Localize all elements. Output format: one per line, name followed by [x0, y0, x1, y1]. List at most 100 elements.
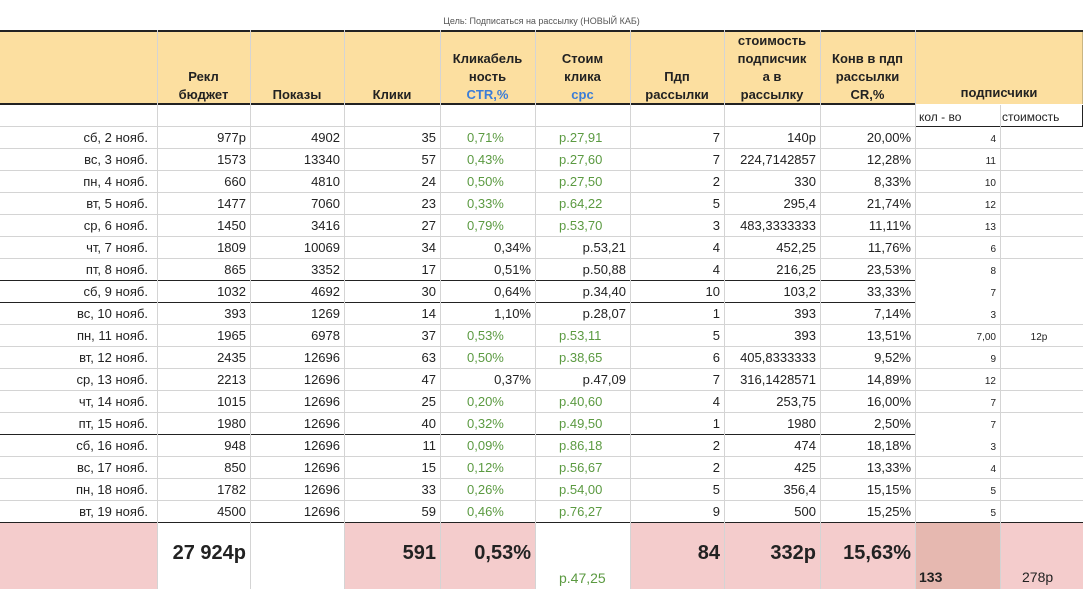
col-header-cost-per-subscriber[interactable]: стоимость подписчик а в рассылку [737, 33, 807, 102]
cell-conversion[interactable]: 2,50% [874, 416, 911, 431]
col-header-clicks[interactable]: Клики [372, 87, 412, 102]
cell-clicks[interactable]: 27 [421, 218, 436, 233]
cell-conversion[interactable]: 7,14% [874, 306, 911, 321]
cell-ctr[interactable]: 0,71% [467, 130, 504, 145]
cell-date[interactable]: вт, 5 нояб. [86, 196, 148, 211]
cell-cost[interactable]: 393 [794, 328, 816, 343]
col-header-subscribers[interactable]: подписчики [960, 85, 1038, 100]
cell-budget[interactable]: 850 [224, 460, 246, 475]
cell-clicks[interactable]: 40 [421, 416, 436, 431]
cell-cost[interactable]: 483,3333333 [740, 218, 816, 233]
cell-subs[interactable]: 5 [712, 196, 720, 211]
cell-sub-count[interactable]: 4 [990, 134, 996, 145]
cell-impressions[interactable]: 6978 [311, 328, 340, 343]
cell-ctr[interactable]: 0,26% [467, 482, 504, 497]
cell-subs[interactable]: 4 [712, 262, 720, 277]
cell-subs[interactable]: 1 [712, 416, 720, 431]
cell-budget[interactable]: 1450 [217, 218, 246, 233]
cell-cost[interactable]: 1980 [787, 416, 816, 431]
cell-cost[interactable]: 224,7142857 [740, 152, 816, 167]
cell-budget[interactable]: 1477 [217, 196, 246, 211]
cell-date[interactable]: ср, 13 нояб. [76, 372, 148, 387]
cell-impressions[interactable]: 12696 [303, 372, 340, 387]
subheader-count[interactable]: кол - во [919, 110, 962, 124]
cell-subs[interactable]: 2 [712, 438, 720, 453]
cell-sub-count[interactable]: 4 [990, 464, 996, 475]
cell-impressions[interactable]: 4902 [311, 130, 340, 145]
cell-ctr[interactable]: 0,12% [467, 460, 504, 475]
cell-cpc[interactable]: р.76,27 [559, 504, 603, 519]
cell-cost[interactable]: 140р [787, 130, 816, 145]
col-header-conversion[interactable]: Конв в пдп рассылки CR,% [832, 51, 903, 102]
cell-subs[interactable]: 7 [712, 130, 720, 145]
cell-impressions[interactable]: 12696 [303, 438, 340, 453]
cell-date[interactable]: сб, 2 нояб. [83, 130, 148, 145]
cell-conversion[interactable]: 14,89% [866, 372, 911, 387]
cell-sub-count[interactable]: 5 [990, 508, 996, 519]
cell-clicks[interactable]: 33 [421, 482, 436, 497]
cell-subs[interactable]: 9 [712, 504, 720, 519]
cell-date[interactable]: вс, 17 нояб. [76, 460, 148, 475]
cell-ctr[interactable]: 0,50% [467, 174, 504, 189]
cell-conversion[interactable]: 15,15% [866, 482, 911, 497]
cell-clicks[interactable]: 47 [421, 372, 436, 387]
cell-subs[interactable]: 5 [712, 328, 720, 343]
total-sub-count[interactable]: 133 [919, 569, 943, 585]
cell-conversion[interactable]: 18,18% [866, 438, 911, 453]
cell-subs[interactable]: 4 [712, 240, 720, 255]
cell-conversion[interactable]: 23,53% [866, 262, 911, 277]
col-header-ctr[interactable]: Кликабель ность CTR,% [452, 51, 523, 102]
cell-budget[interactable]: 865 [224, 262, 246, 277]
total-conversion[interactable]: 15,63% [843, 542, 911, 564]
cell-cost[interactable]: 295,4 [783, 196, 816, 211]
cell-date[interactable]: вт, 12 нояб. [79, 350, 148, 365]
cell-impressions[interactable]: 3352 [311, 262, 340, 277]
col-header-impressions[interactable]: Показы [272, 87, 322, 102]
cell-sub-count[interactable]: 5 [990, 486, 996, 497]
cell-clicks[interactable]: 24 [421, 174, 436, 189]
cell-conversion[interactable]: 15,25% [866, 504, 911, 519]
cell-cost[interactable]: 330 [794, 174, 816, 189]
cell-cpc[interactable]: р.27,91 [559, 130, 603, 145]
cell-date[interactable]: чт, 14 нояб. [78, 394, 148, 409]
cell-budget[interactable]: 1980 [217, 416, 246, 431]
cell-subs[interactable]: 7 [712, 152, 720, 167]
cell-sub-count[interactable]: 6 [990, 244, 996, 255]
cell-sub-count[interactable]: 7,00 [976, 332, 996, 343]
cell-date[interactable]: пт, 15 нояб. [78, 416, 148, 431]
cell-ctr[interactable]: 1,10% [494, 306, 531, 321]
cell-sub-cost[interactable]: 12р [1030, 332, 1048, 343]
cell-sub-count[interactable]: 10 [984, 178, 996, 189]
cell-impressions[interactable]: 12696 [303, 482, 340, 497]
cell-impressions[interactable]: 12696 [303, 504, 340, 519]
cell-budget[interactable]: 1809 [217, 240, 246, 255]
cell-date[interactable]: вт, 19 нояб. [79, 504, 148, 519]
cell-cpc[interactable]: р.53,21 [582, 240, 626, 255]
cell-ctr[interactable]: 0,34% [494, 240, 531, 255]
cell-budget[interactable]: 1965 [217, 328, 246, 343]
total-cpc[interactable]: р.47,25 [559, 570, 606, 586]
cell-conversion[interactable]: 16,00% [866, 394, 911, 409]
cell-budget[interactable]: 1015 [217, 394, 246, 409]
cell-sub-count[interactable]: 7 [990, 398, 996, 409]
col-header-budget[interactable]: Рекл бюджет [178, 69, 229, 102]
cell-clicks[interactable]: 25 [421, 394, 436, 409]
cell-cpc[interactable]: р.49,50 [559, 416, 603, 431]
cell-cost[interactable]: 393 [794, 306, 816, 321]
cell-clicks[interactable]: 17 [421, 262, 436, 277]
cell-impressions[interactable]: 13340 [303, 152, 340, 167]
cell-cpc[interactable]: р.47,09 [582, 372, 626, 387]
cell-impressions[interactable]: 12696 [303, 416, 340, 431]
cell-cost[interactable]: 405,8333333 [740, 350, 816, 365]
cell-ctr[interactable]: 0,64% [494, 284, 531, 299]
cell-budget[interactable]: 2435 [217, 350, 246, 365]
cell-budget[interactable]: 393 [224, 306, 246, 321]
cell-ctr[interactable]: 0,46% [467, 504, 504, 519]
cell-ctr[interactable]: 0,20% [467, 394, 504, 409]
cell-clicks[interactable]: 57 [421, 152, 436, 167]
cell-date[interactable]: пн, 4 нояб. [83, 174, 148, 189]
total-budget[interactable]: 27 924р [172, 542, 246, 564]
cell-sub-count[interactable]: 9 [990, 354, 996, 365]
cell-clicks[interactable]: 23 [421, 196, 436, 211]
cell-cost[interactable]: 103,2 [783, 284, 816, 299]
